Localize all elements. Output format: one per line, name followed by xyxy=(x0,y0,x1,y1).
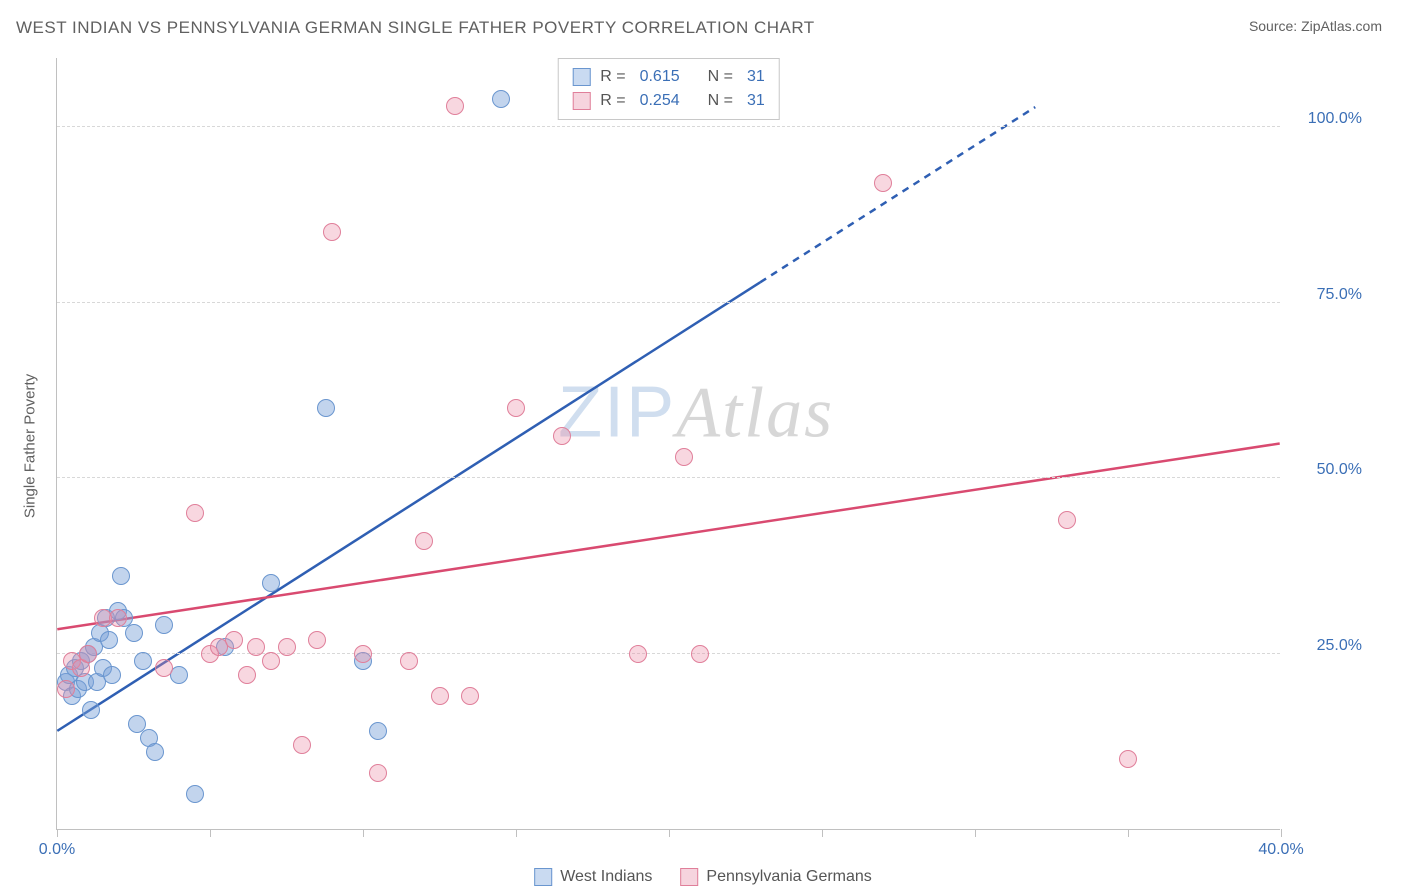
scatter-point xyxy=(125,624,143,642)
scatter-point xyxy=(369,722,387,740)
x-tick xyxy=(975,829,976,837)
scatter-point xyxy=(492,90,510,108)
scatter-point xyxy=(431,687,449,705)
x-tick xyxy=(516,829,517,837)
scatter-point xyxy=(170,666,188,684)
plot-area: ZIPAtlas R =0.615N =31R =0.254N =31 25.0… xyxy=(56,58,1280,830)
scatter-point xyxy=(278,638,296,656)
scatter-point xyxy=(155,616,173,634)
scatter-point xyxy=(446,97,464,115)
scatter-point xyxy=(1119,750,1137,768)
scatter-point xyxy=(225,631,243,649)
n-value: 31 xyxy=(747,89,765,113)
x-tick xyxy=(822,829,823,837)
scatter-point xyxy=(103,666,121,684)
scatter-point xyxy=(186,504,204,522)
gridline-h xyxy=(57,302,1280,303)
scatter-point xyxy=(247,638,265,656)
watermark: ZIPAtlas xyxy=(558,371,834,454)
x-tick xyxy=(1128,829,1129,837)
gridline-h xyxy=(57,126,1280,127)
legend-row: R =0.615N =31 xyxy=(572,65,765,89)
y-axis-label: Single Father Poverty xyxy=(22,374,39,518)
x-tick-label: 0.0% xyxy=(39,841,75,859)
legend-swatch xyxy=(572,92,590,110)
x-tick xyxy=(210,829,211,837)
scatter-point xyxy=(57,680,75,698)
legend-label: West Indians xyxy=(560,868,652,886)
chart-container: WEST INDIAN VS PENNSYLVANIA GERMAN SINGL… xyxy=(0,0,1406,892)
legend-item: Pennsylvania Germans xyxy=(680,868,871,886)
trend-lines xyxy=(57,58,1280,829)
scatter-point xyxy=(109,609,127,627)
scatter-point xyxy=(874,174,892,192)
legend-row: R =0.254N =31 xyxy=(572,89,765,113)
chart-title: WEST INDIAN VS PENNSYLVANIA GERMAN SINGL… xyxy=(16,18,815,38)
scatter-point xyxy=(134,652,152,670)
legend-label: Pennsylvania Germans xyxy=(706,868,871,886)
x-tick xyxy=(669,829,670,837)
y-tick-label: 50.0% xyxy=(1317,461,1362,479)
gridline-h xyxy=(57,653,1280,654)
scatter-point xyxy=(507,399,525,417)
x-tick xyxy=(1281,829,1282,837)
source-link[interactable]: ZipAtlas.com xyxy=(1301,18,1382,34)
y-tick-label: 25.0% xyxy=(1317,637,1362,655)
scatter-point xyxy=(415,532,433,550)
x-tick xyxy=(363,829,364,837)
scatter-point xyxy=(629,645,647,663)
y-tick-label: 75.0% xyxy=(1317,286,1362,304)
series-legend: West Indians Pennsylvania Germans xyxy=(534,868,872,886)
correlation-legend: R =0.615N =31R =0.254N =31 xyxy=(557,58,780,120)
gridline-h xyxy=(57,477,1280,478)
scatter-point xyxy=(553,427,571,445)
scatter-point xyxy=(675,448,693,466)
legend-swatch xyxy=(572,68,590,86)
scatter-point xyxy=(155,659,173,677)
scatter-point xyxy=(186,785,204,803)
scatter-point xyxy=(146,743,164,761)
x-tick xyxy=(57,829,58,837)
legend-item: West Indians xyxy=(534,868,652,886)
source-label: Source: ZipAtlas.com xyxy=(1249,18,1382,34)
r-value: 0.254 xyxy=(640,89,680,113)
scatter-point xyxy=(369,764,387,782)
scatter-point xyxy=(1058,511,1076,529)
scatter-point xyxy=(308,631,326,649)
scatter-point xyxy=(354,645,372,663)
y-tick-label: 100.0% xyxy=(1308,110,1362,128)
n-value: 31 xyxy=(747,65,765,89)
legend-swatch xyxy=(534,868,552,886)
scatter-point xyxy=(262,652,280,670)
scatter-point xyxy=(112,567,130,585)
r-value: 0.615 xyxy=(640,65,680,89)
scatter-point xyxy=(82,701,100,719)
scatter-point xyxy=(262,574,280,592)
scatter-point xyxy=(461,687,479,705)
scatter-point xyxy=(100,631,118,649)
scatter-point xyxy=(293,736,311,754)
x-tick-label: 40.0% xyxy=(1258,841,1303,859)
scatter-point xyxy=(79,645,97,663)
scatter-point xyxy=(317,399,335,417)
scatter-point xyxy=(400,652,418,670)
scatter-point xyxy=(238,666,256,684)
legend-swatch xyxy=(680,868,698,886)
scatter-point xyxy=(691,645,709,663)
scatter-point xyxy=(323,223,341,241)
